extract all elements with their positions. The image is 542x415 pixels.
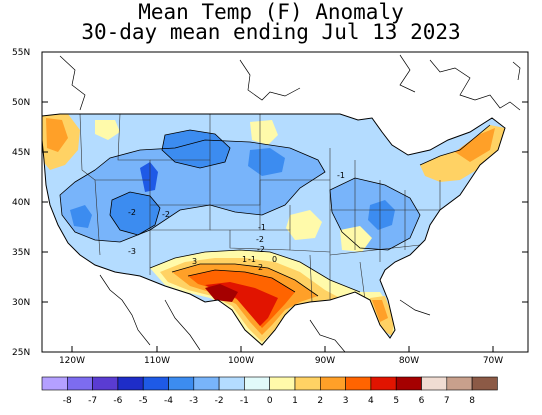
- lon-label: 70W: [483, 356, 503, 366]
- legend-swatch: [269, 376, 296, 391]
- legend-swatch: [370, 376, 397, 391]
- legend-swatch: [395, 376, 422, 391]
- legend-label: -2: [215, 396, 224, 406]
- contour-label: -2: [162, 210, 170, 219]
- lat-label: 30N: [12, 298, 30, 308]
- legend-label: 5: [393, 396, 399, 406]
- contour-label: 1: [242, 255, 247, 264]
- legend-swatch: [319, 376, 346, 391]
- neighbor-coastlines: [59, 54, 521, 353]
- legend-label: -1: [240, 396, 249, 406]
- legend-swatch: [193, 376, 220, 391]
- lat-label: 55N: [12, 48, 30, 58]
- contour-label: -1: [248, 255, 256, 264]
- legend-label: -6: [113, 396, 122, 406]
- legend-labels: -8 -7 -6 -5 -4 -3 -2 -1 0 1 2 3 4 5 6 7 8: [63, 396, 475, 406]
- legend-swatch: [345, 376, 372, 391]
- contour-labels: -1 -2 -2 -2 -3 -2 -1 0 1 2 3 -1: [128, 171, 345, 272]
- legend-label: 8: [469, 396, 475, 406]
- contour-label: 0: [272, 255, 277, 264]
- map-title-line2: 30-day mean ending Jul 13 2023: [81, 20, 461, 44]
- legend-swatch: [294, 376, 321, 391]
- lat-label: 45N: [12, 148, 30, 158]
- legend-swatch: [218, 376, 245, 391]
- legend-swatch: [67, 376, 93, 391]
- legend-label: 2: [317, 396, 323, 406]
- lat-label: 35N: [12, 248, 30, 258]
- legend-swatch: [168, 376, 195, 391]
- legend-swatch: [92, 376, 119, 391]
- legend-label: -4: [164, 396, 173, 406]
- lat-label: 25N: [12, 348, 30, 358]
- map-title-line1: Mean Temp (F) Anomaly: [138, 0, 404, 24]
- legend-label: 1: [292, 396, 298, 406]
- legend-swatch: [142, 376, 169, 391]
- legend-swatch: [421, 376, 448, 391]
- legend-label: 0: [267, 396, 273, 406]
- color-legend: -8 -7 -6 -5 -4 -3 -2 -1 0 1 2 3 4 5 6 7 8: [41, 376, 498, 406]
- contour-label: -2: [257, 245, 265, 254]
- lon-label: 90W: [315, 356, 335, 366]
- legend-label: 7: [444, 396, 450, 406]
- legend-swatch: [471, 376, 498, 391]
- lon-label: 120W: [59, 356, 85, 366]
- contour-lines: [59, 124, 491, 297]
- legend-label: 3: [343, 396, 349, 406]
- contour-label: 2: [258, 263, 263, 272]
- legend-label: -7: [88, 396, 97, 406]
- us-outline: [41, 113, 506, 346]
- lat-label: 50N: [12, 98, 30, 108]
- legend-swatch: [244, 376, 270, 391]
- legend-label: -5: [139, 396, 148, 406]
- legend-swatch: [446, 376, 473, 391]
- contour-label: -2: [128, 208, 136, 217]
- contour-label: -1: [337, 171, 345, 180]
- lon-label: 80W: [399, 356, 419, 366]
- legend-swatches: [41, 376, 498, 391]
- lon-label: 110W: [144, 356, 170, 366]
- legend-swatch: [41, 376, 68, 391]
- contour-label: -3: [128, 247, 136, 256]
- lat-label: 40N: [12, 198, 30, 208]
- legend-label: 4: [368, 396, 374, 406]
- contour-label: 3: [192, 257, 197, 266]
- legend-label: -3: [189, 396, 198, 406]
- contour-label: -2: [256, 235, 264, 244]
- lon-label: 100W: [228, 356, 254, 366]
- anomaly-map: 55N 50N 45N 40N 35N 30N 25N 120W 110W 10…: [12, 48, 529, 366]
- state-borders: [79, 114, 441, 303]
- contour-label: -1: [258, 223, 266, 232]
- legend-label: -8: [63, 396, 72, 406]
- legend-swatch: [117, 376, 144, 391]
- legend-label: 6: [419, 396, 425, 406]
- axis-ticks: [42, 51, 528, 352]
